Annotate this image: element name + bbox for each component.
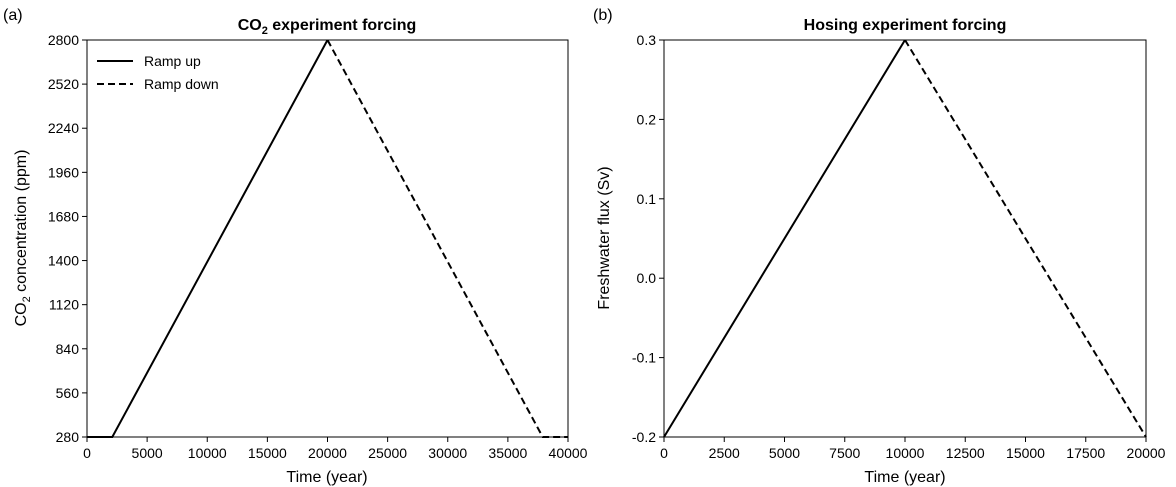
y-tick-label: -0.2	[632, 429, 656, 445]
series-line-ramp-down	[326, 39, 568, 438]
panel-label-a: (a)	[3, 7, 23, 24]
series-line-ramp-up	[663, 39, 906, 438]
y-tick-label: -0.1	[632, 350, 656, 366]
series-group-b	[663, 39, 1147, 438]
y-tick-label: 1680	[48, 208, 79, 224]
y-axis-label-a: CO2 concentration (ppm)	[13, 150, 33, 327]
x-axis-label-b: Time (year)	[864, 469, 945, 486]
x-tick-label: 5000	[769, 445, 800, 461]
series-line-ramp-down	[904, 39, 1147, 438]
x-tick-label: 5000	[132, 445, 163, 461]
legend-label-ramp-up: Ramp up	[144, 53, 201, 69]
x-tick-label: 35000	[488, 445, 527, 461]
series-group-a	[87, 39, 568, 438]
panel-label-b: (b)	[593, 7, 613, 24]
x-tick-label: 30000	[428, 445, 467, 461]
x-tick-label: 15000	[1006, 445, 1045, 461]
panel-co2-forcing: (a) CO2 experiment forcing 280 560 840 1120…	[3, 7, 588, 486]
x-axis-label-a: Time (year)	[286, 469, 367, 486]
y-tick-label: 840	[56, 341, 80, 357]
chart-title-hosing: Hosing experiment forcing	[804, 17, 1007, 34]
x-tick-label: 40000	[549, 445, 588, 461]
x-tick-label: 2500	[709, 445, 740, 461]
legend: Ramp up Ramp down	[97, 53, 219, 92]
x-tick-label: 7500	[829, 445, 860, 461]
x-tick-label: 20000	[1127, 445, 1166, 461]
x-tick-label: 10000	[886, 445, 925, 461]
y-tick-label: 0.1	[637, 191, 657, 207]
y-tick-label: 0.2	[637, 111, 657, 127]
y-axis-ticks-b: -0.2 -0.1 0.0 0.1 0.2 0.3	[632, 32, 664, 445]
legend-label-ramp-down: Ramp down	[144, 76, 219, 92]
y-tick-label: 1120	[49, 297, 79, 313]
series-line-ramp-up	[87, 39, 329, 438]
y-tick-label: 0.0	[637, 270, 657, 286]
y-tick-label: 1400	[48, 253, 79, 269]
y-axis-ticks-a: 280 560 840 1120 1400 1680 1960 2240 2520 2800	[48, 32, 87, 445]
y-tick-label: 2800	[48, 32, 79, 48]
y-axis-label-b: Freshwater flux (Sv)	[596, 166, 613, 309]
y-tick-label: 280	[56, 429, 80, 445]
y-tick-label: 1960	[48, 164, 79, 180]
x-tick-label: 25000	[368, 445, 407, 461]
x-axis-ticks-a: 0 5000 10000 15000 20000 25000 30000 35000 40000	[83, 437, 588, 461]
plot-frame-b	[663, 39, 1147, 438]
x-tick-label: 20000	[308, 445, 347, 461]
x-tick-label: 10000	[188, 445, 227, 461]
x-tick-label: 0	[83, 445, 91, 461]
y-tick-label: 560	[56, 385, 80, 401]
x-tick-label: 0	[660, 445, 668, 461]
y-tick-label: 2240	[48, 120, 79, 136]
plot-frame-a	[86, 39, 569, 438]
x-tick-label: 12500	[946, 445, 985, 461]
y-tick-label: 2520	[48, 76, 79, 92]
x-tick-label: 17500	[1066, 445, 1105, 461]
x-tick-label: 15000	[248, 445, 287, 461]
panel-hosing-forcing: (b) Hosing experiment forcing -0.2 -0.1 0.…	[593, 7, 1166, 486]
chart-title-co2: CO2 experiment forcing	[238, 17, 417, 37]
y-tick-label: 0.3	[637, 32, 657, 48]
x-axis-ticks-b: 0 2500 5000 7500 10000 12500 15000 17500 20000	[660, 437, 1166, 461]
